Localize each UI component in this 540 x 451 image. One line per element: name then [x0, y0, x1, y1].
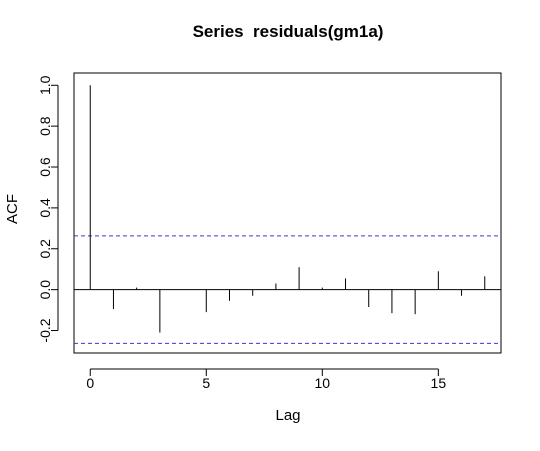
x-tick-label-5: 5	[202, 375, 210, 391]
x-tick-label-15: 15	[431, 375, 447, 391]
x-axis-label: Lag	[275, 407, 300, 424]
x-tick-label-0: 0	[86, 375, 94, 391]
y-tick-label-1: 0.0	[37, 280, 53, 300]
plot-frame	[73, 72, 502, 354]
y-tick-label-4: 0.6	[37, 157, 53, 177]
y-tick-label-5: 0.8	[37, 116, 53, 136]
y-tick-label-0: -0.2	[37, 318, 53, 342]
y-tick-label-6: 1.0	[37, 75, 53, 95]
y-tick-label-3: 0.4	[37, 198, 53, 218]
x-tick-label-10: 10	[315, 375, 331, 391]
plot-area: 0 5 10 15 -0.2 0.0 0.2 0.4 0.6 0.8 1.0	[37, 72, 502, 391]
chart-title: Series residuals(gm1a)	[193, 22, 384, 41]
y-axis-label: ACF	[4, 194, 21, 224]
y-tick-label-2: 0.2	[37, 239, 53, 259]
